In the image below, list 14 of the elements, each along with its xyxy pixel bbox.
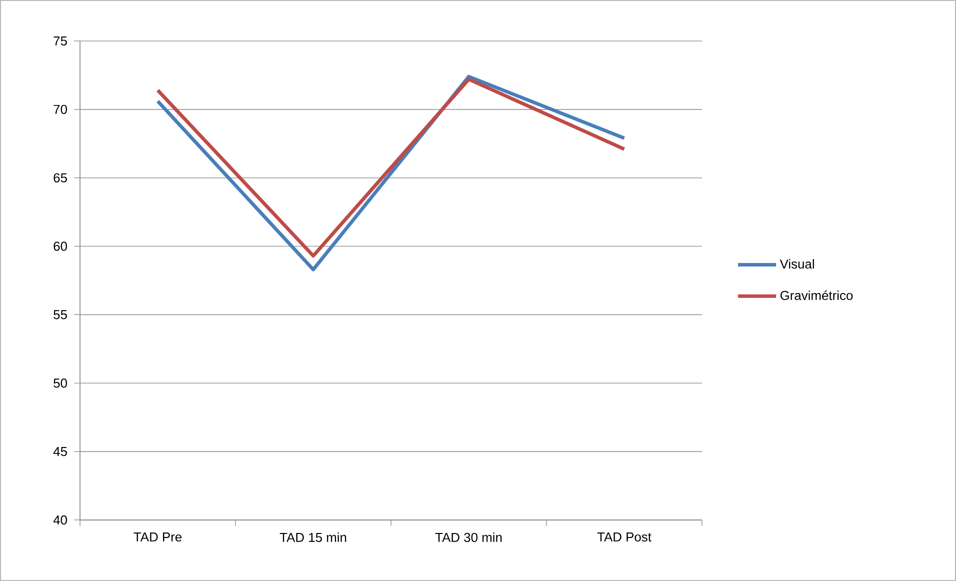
x-tick-label: TAD Pre	[134, 532, 182, 542]
legend-label: Gravimétrico	[780, 290, 853, 300]
x-tick-label: TAD Post	[597, 532, 652, 542]
y-tick-label: 70	[54, 104, 67, 114]
y-tick-label: 60	[54, 242, 67, 251]
x-tick-label: TAD 15 min	[280, 532, 346, 542]
legend-label: Visual	[780, 259, 814, 269]
y-tick-label: 55	[54, 310, 67, 320]
y-tick-label: 50	[54, 378, 67, 388]
y-tick-label: 75	[54, 36, 67, 46]
y-tick-label: 45	[53, 447, 67, 456]
y-tick-label: 65	[54, 173, 67, 182]
y-tick-label: 40	[53, 515, 67, 525]
x-tick-label: TAD 30 min	[435, 532, 502, 542]
